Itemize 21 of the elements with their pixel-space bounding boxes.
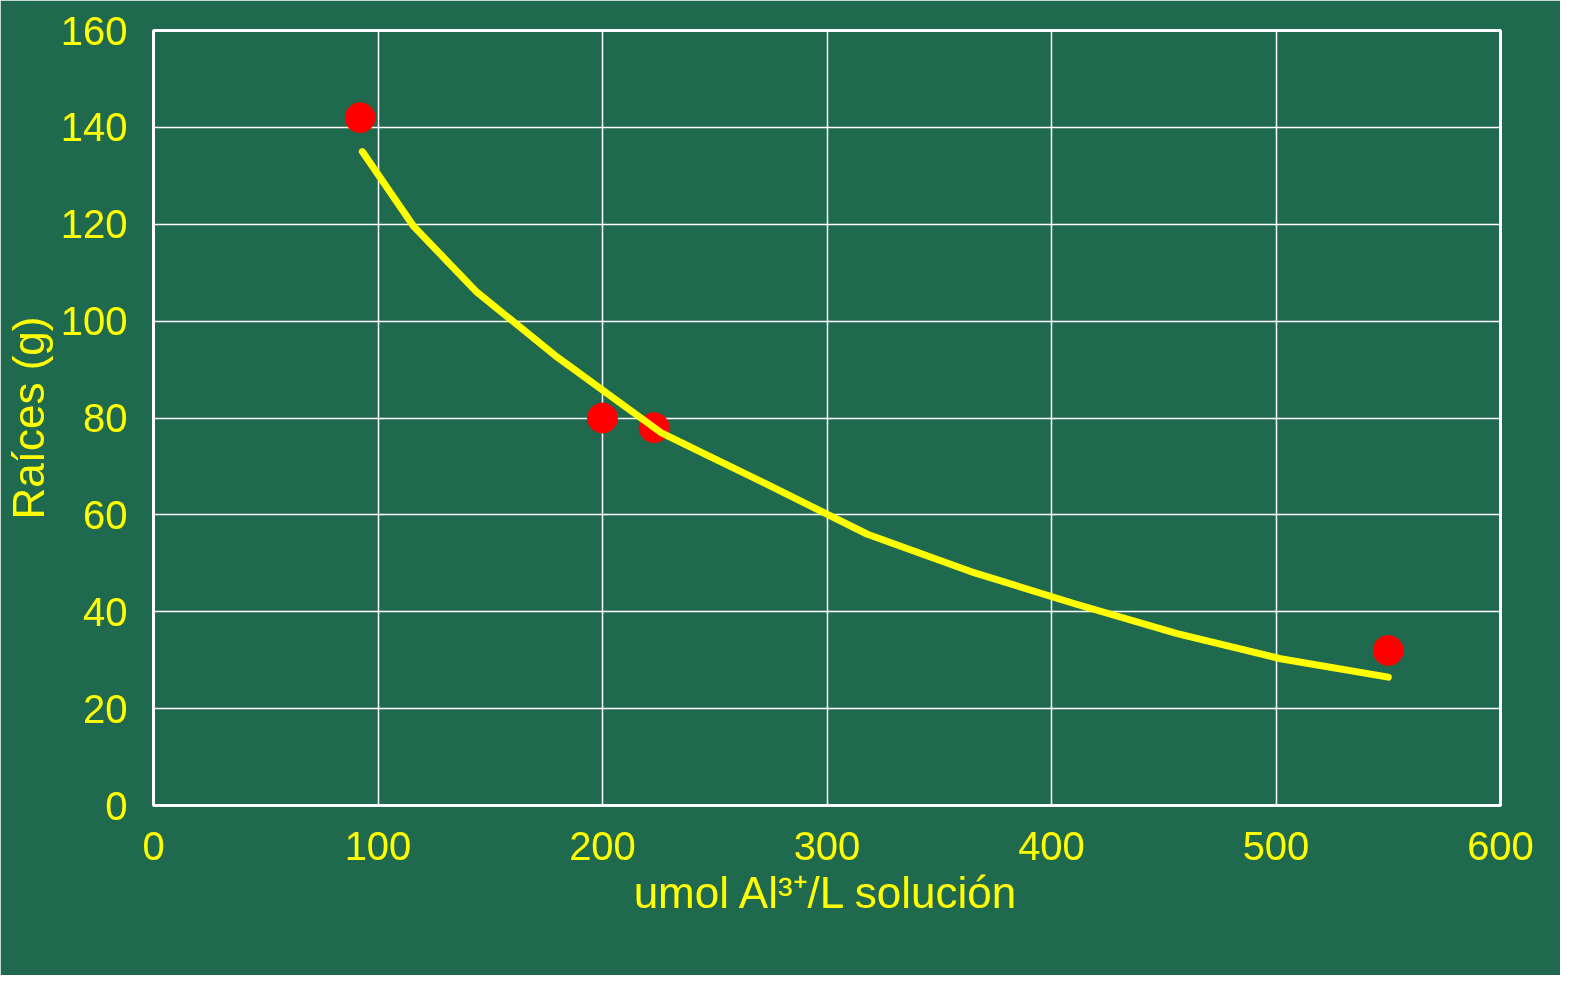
y-tick-label: 40 xyxy=(83,589,128,634)
x-tick-label: 100 xyxy=(344,823,412,868)
x-tick-label: 500 xyxy=(1242,823,1310,868)
y-tick-label: 20 xyxy=(83,686,128,731)
y-tick-label: 60 xyxy=(83,492,128,537)
x-tick-label: 600 xyxy=(1467,823,1534,868)
y-tick-label: 0 xyxy=(105,783,128,828)
x-tick-label: 300 xyxy=(793,823,861,868)
y-tick-label: 160 xyxy=(60,8,128,53)
y-tick-label: 100 xyxy=(60,299,128,344)
x-tick-label: 200 xyxy=(569,823,636,868)
y-tick-label: 120 xyxy=(60,202,128,247)
y-tick-label: 140 xyxy=(60,105,128,150)
x-axis-title: umol Al³⁺/L solución xyxy=(633,867,1017,917)
x-tick-label: 400 xyxy=(1018,823,1085,868)
y-axis-title: Raíces (g) xyxy=(3,316,53,520)
point xyxy=(587,402,618,434)
point xyxy=(344,102,376,134)
y-tick-label: 80 xyxy=(83,396,128,440)
point xyxy=(1372,635,1404,666)
x-tick-label: 0 xyxy=(142,823,165,868)
